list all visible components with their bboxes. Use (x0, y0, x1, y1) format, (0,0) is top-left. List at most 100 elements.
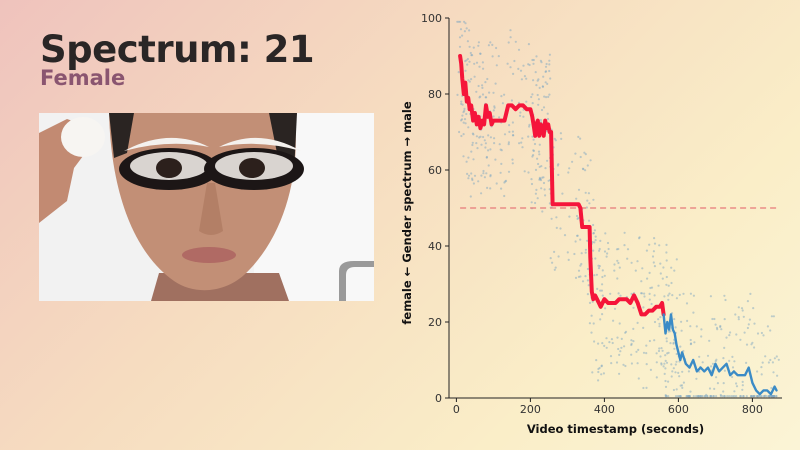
scatter-point (731, 355, 734, 358)
scatter-point (681, 370, 684, 373)
scatter-point (731, 366, 735, 369)
scatter-point (591, 371, 594, 374)
scatter-point (675, 297, 679, 300)
scatter-point (577, 269, 581, 272)
scatter-point (477, 180, 480, 183)
scatter-point (537, 103, 540, 106)
scatter-point (511, 134, 515, 137)
scatter-point (685, 302, 689, 305)
scatter-point (461, 34, 464, 37)
scatter-point (643, 295, 646, 298)
scatter-point (519, 69, 523, 72)
scatter-point (468, 29, 471, 32)
scatter-point (532, 138, 535, 141)
scatter-point (723, 395, 726, 398)
scatter-point (544, 65, 548, 68)
scatter-point (546, 82, 549, 85)
scatter-point (760, 331, 764, 335)
scatter-point (753, 346, 756, 349)
scatter-point (481, 86, 484, 89)
scatter-point (594, 235, 597, 238)
scatter-point (665, 251, 668, 254)
scatter-point (746, 300, 750, 303)
scatter-point (499, 171, 502, 174)
scatter-point (667, 294, 670, 297)
scatter-point (618, 322, 621, 325)
scatter-point (503, 93, 506, 96)
scatter-point (665, 361, 669, 364)
scatter-point (466, 57, 469, 61)
scatter-point (598, 247, 601, 251)
scatter-point (477, 41, 480, 44)
scatter-point (749, 292, 752, 295)
scatter-point (507, 141, 510, 144)
scatter-point (775, 355, 778, 358)
scatter-point (662, 365, 665, 368)
scatter-point (601, 313, 604, 316)
scatter-point (548, 59, 551, 62)
scatter-point (501, 102, 504, 105)
scatter-point (630, 261, 633, 264)
scatter-point (537, 150, 541, 153)
scatter-point (710, 365, 713, 368)
scatter-point (506, 62, 509, 65)
scatter-point (540, 165, 543, 168)
scatter-point (601, 283, 604, 286)
scatter-point (756, 395, 759, 398)
scatter-point (623, 345, 626, 348)
scatter-point (598, 249, 601, 252)
scatter-point (735, 333, 738, 336)
scatter-point (721, 395, 724, 398)
scatter-point (580, 252, 583, 255)
scatter-point (587, 284, 590, 287)
scatter-point (500, 149, 503, 152)
scatter-point (648, 271, 651, 274)
scatter-point (519, 111, 522, 114)
scatter-point (500, 162, 503, 165)
scatter-point (623, 231, 626, 234)
scatter-point (714, 323, 717, 326)
scatter-point (462, 121, 465, 124)
scatter-point (470, 78, 473, 81)
scatter-point (531, 93, 534, 96)
y-tick-label: 40 (428, 240, 442, 253)
scatter-point (741, 388, 744, 391)
scatter-point (715, 395, 718, 398)
scatter-point (557, 173, 560, 176)
scatter-point (610, 338, 614, 341)
scatter-point (592, 322, 595, 325)
scatter-point (620, 346, 623, 349)
scatter-point (511, 121, 514, 124)
scatter-point (733, 360, 736, 363)
scatter-point (677, 371, 680, 374)
scatter-point (467, 156, 470, 159)
scatter-point (622, 363, 625, 366)
scatter-point (573, 252, 576, 256)
scatter-point (645, 363, 648, 366)
scatter-point (508, 130, 511, 133)
scatter-point (605, 255, 608, 258)
scatter-point (504, 179, 508, 182)
scatter-point (538, 143, 541, 146)
scatter-point (588, 322, 592, 325)
scatter-point (637, 348, 640, 351)
scatter-point (581, 167, 585, 170)
scatter-point (708, 387, 712, 390)
scatter-point (675, 258, 678, 261)
scatter-point (485, 155, 488, 159)
scatter-point (530, 201, 533, 204)
scatter-point (530, 95, 533, 99)
scatter-point (535, 188, 538, 191)
scatter-point (507, 41, 510, 44)
scatter-point (766, 325, 770, 328)
scatter-point (687, 370, 691, 373)
scatter-point (695, 395, 698, 398)
scatter-point (653, 265, 657, 268)
scatter-point (485, 96, 488, 99)
scatter-point (667, 284, 670, 287)
scatter-point (458, 130, 461, 134)
scatter-point (568, 167, 571, 170)
scatter-point (483, 176, 486, 179)
scatter-point (723, 318, 726, 321)
scatter-point (489, 174, 492, 177)
